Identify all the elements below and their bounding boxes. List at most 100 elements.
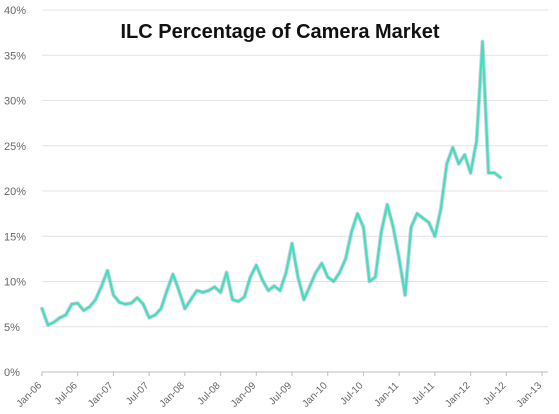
- x-tick-label: Jul-09: [267, 380, 294, 407]
- data-point: [463, 153, 466, 156]
- y-tick-label: 25%: [4, 141, 26, 153]
- data-point: [70, 303, 73, 306]
- data-point: [195, 289, 198, 292]
- data-point: [332, 280, 335, 283]
- data-point: [493, 171, 496, 174]
- data-point: [136, 296, 139, 299]
- data-point: [404, 293, 407, 297]
- data-point: [433, 235, 436, 238]
- data-point: [308, 284, 311, 288]
- x-axis-ticks: Jan-06 Jul-06 Jan-07 Jul-07 Jan-08 Jul-08 Jan-…: [15, 380, 545, 410]
- data-point: [118, 301, 121, 304]
- data-point: [320, 262, 323, 265]
- data-point: [368, 280, 371, 283]
- data-point: [481, 40, 484, 43]
- x-tick-label: Jan-06: [15, 380, 45, 410]
- data-point: [225, 271, 228, 274]
- data-point: [362, 226, 365, 229]
- data-point: [52, 321, 56, 324]
- y-tick-label: 5%: [4, 322, 20, 334]
- data-point: [130, 302, 133, 305]
- data-point: [415, 212, 419, 215]
- x-tick-label: Jan-09: [229, 380, 259, 410]
- data-point: [267, 289, 270, 292]
- y-tick-label: 30%: [4, 96, 26, 108]
- data-point: [386, 203, 389, 206]
- data-point: [284, 271, 288, 274]
- x-tick-label: Jul-08: [196, 380, 223, 407]
- data-point: [58, 316, 61, 319]
- data-point: [201, 291, 204, 294]
- data-point: [392, 226, 395, 229]
- y-tick-label: 35%: [4, 50, 26, 62]
- data-point: [183, 307, 186, 310]
- data-point: [338, 271, 341, 274]
- data-point: [344, 257, 347, 260]
- y-tick-label: 40%: [4, 5, 26, 17]
- data-point: [207, 289, 210, 292]
- axes: [41, 371, 548, 376]
- data-point: [165, 289, 169, 292]
- data-point: [249, 275, 252, 279]
- data-point: [273, 284, 276, 288]
- x-tick-label: Jan-07: [86, 380, 116, 410]
- x-tick-label: Jul-06: [53, 380, 80, 407]
- y-tick-label: 15%: [4, 231, 26, 243]
- data-point: [159, 307, 163, 310]
- data-point: [475, 140, 478, 143]
- data-point: [326, 275, 329, 279]
- data-point: [255, 264, 258, 267]
- data-point: [457, 162, 460, 165]
- data-point: [374, 275, 377, 279]
- data-point: [106, 269, 109, 272]
- series-line: [40, 40, 502, 327]
- chart-title: ILC Percentage of Camera Market: [120, 21, 439, 43]
- data-point: [40, 307, 44, 310]
- data-point: [427, 221, 431, 224]
- data-point: [142, 303, 145, 306]
- data-point: [100, 284, 103, 288]
- data-point: [237, 300, 240, 303]
- data-point: [261, 278, 264, 281]
- data-point: [296, 275, 300, 279]
- data-point: [124, 303, 127, 306]
- data-point: [213, 285, 216, 289]
- y-tick-label: 20%: [4, 186, 26, 198]
- data-point: [219, 291, 222, 294]
- y-axis-ticks: 0% 5% 10% 15% 20% 25% 30% 35% 40%: [4, 5, 26, 379]
- data-point: [451, 146, 454, 149]
- data-point: [487, 171, 490, 174]
- data-point: [177, 289, 181, 292]
- data-point: [302, 298, 306, 301]
- x-tick-label: Jul-12: [481, 380, 508, 407]
- data-point: [112, 293, 115, 297]
- y-tick-label: 10%: [4, 277, 26, 289]
- data-point: [88, 305, 91, 308]
- data-point: [171, 273, 175, 276]
- data-point: [380, 230, 383, 233]
- data-point: [231, 298, 234, 301]
- data-point: [314, 271, 317, 274]
- x-tick-label: Jul-10: [339, 380, 366, 407]
- data-point: [148, 316, 151, 319]
- x-tick-label: Jan-11: [372, 380, 401, 409]
- data-point: [64, 313, 67, 317]
- gridlines: [42, 9, 548, 328]
- x-tick-label: Jan-10: [300, 380, 330, 410]
- data-point: [76, 302, 79, 305]
- y-tick-label: 0%: [4, 367, 20, 379]
- x-tick-label: Jul-11: [410, 380, 437, 407]
- x-tick-label: Jan-12: [443, 380, 473, 410]
- data-point: [290, 242, 294, 245]
- data-point: [445, 162, 448, 165]
- data-point: [82, 309, 85, 312]
- data-point: [439, 208, 442, 211]
- data-point: [189, 298, 192, 301]
- x-tick-label: Jan-08: [158, 380, 188, 410]
- x-tick-label: Jan-13: [515, 380, 545, 410]
- data-point: [350, 230, 353, 233]
- series-layer: [40, 39, 503, 327]
- data-point: [94, 298, 97, 301]
